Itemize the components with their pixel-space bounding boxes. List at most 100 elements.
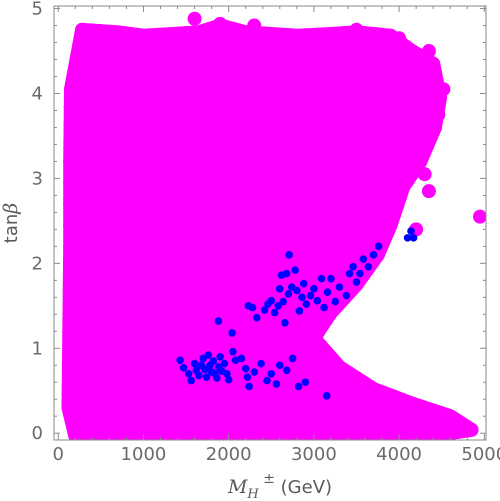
magenta-point — [264, 428, 279, 440]
blue-point — [407, 227, 415, 235]
blue-point — [359, 255, 368, 263]
blue-point — [295, 307, 304, 315]
magenta-point — [61, 362, 76, 377]
magenta-series — [61, 11, 486, 440]
magenta-point — [69, 52, 84, 67]
blue-point — [212, 374, 221, 382]
blue-point — [220, 359, 229, 368]
blue-point — [250, 368, 259, 376]
blue-point — [216, 352, 224, 361]
blue-point — [214, 317, 223, 325]
magenta-point — [62, 324, 77, 339]
magenta-point — [213, 16, 228, 31]
blue-point — [231, 356, 240, 364]
blue-point — [335, 283, 344, 291]
blue-point — [248, 303, 257, 312]
magenta-point — [387, 428, 402, 440]
blue-point — [374, 242, 383, 251]
magenta-point — [63, 136, 78, 151]
blue-point — [284, 290, 293, 298]
blue-point — [195, 371, 203, 380]
blue-point — [184, 369, 193, 378]
magenta-point — [66, 67, 81, 82]
blue-point — [331, 297, 339, 306]
blue-point — [409, 234, 418, 242]
magenta-point — [187, 11, 202, 26]
blue-point — [267, 296, 276, 305]
blue-point — [285, 251, 293, 259]
blue-point — [260, 306, 269, 314]
magenta-point — [63, 118, 78, 133]
magenta-point — [89, 428, 104, 440]
magenta-point — [426, 428, 441, 440]
magenta-point — [162, 428, 177, 440]
y-tick-label: 0 — [32, 423, 43, 444]
magenta-point — [421, 44, 436, 59]
blue-point — [317, 274, 326, 283]
blue-point — [342, 291, 351, 300]
blue-point — [299, 279, 308, 288]
x-tick-label: 0 — [53, 444, 64, 465]
magenta-point — [368, 428, 383, 440]
blue-point — [364, 262, 373, 271]
magenta-point — [61, 381, 76, 396]
blue-point — [209, 357, 218, 365]
blue-point — [302, 300, 311, 308]
magenta-point — [328, 428, 343, 440]
y-tick-label: 1 — [32, 338, 43, 359]
axis-labels: MH ± (GeV) tanβ — [0, 203, 332, 501]
magenta-point — [242, 428, 257, 440]
blue-point — [224, 375, 233, 384]
magenta-point — [110, 428, 125, 440]
magenta-point — [431, 107, 446, 122]
magenta-point — [407, 428, 421, 440]
blue-point — [257, 359, 265, 368]
magenta-point — [64, 82, 79, 97]
magenta-point — [144, 428, 159, 440]
blue-point — [241, 364, 250, 373]
blue-point — [201, 365, 209, 374]
blue-point — [202, 373, 211, 381]
blue-point — [298, 293, 306, 302]
blue-point — [310, 285, 318, 293]
magenta-point — [473, 209, 486, 224]
magenta-point — [127, 428, 142, 440]
y-tick-label: 4 — [32, 83, 43, 104]
magenta-point — [63, 175, 78, 190]
magenta-point — [285, 428, 300, 440]
blue-point — [282, 366, 291, 375]
blue-point — [349, 262, 357, 271]
blue-point — [223, 369, 231, 378]
blue-point — [243, 373, 252, 381]
blue-series — [176, 227, 418, 400]
blue-point — [275, 361, 284, 370]
magenta-point — [72, 37, 87, 52]
blue-point — [345, 269, 354, 278]
blue-point — [263, 376, 271, 385]
axes — [53, 5, 487, 441]
magenta-point — [61, 400, 76, 415]
x-tick-label: 3000 — [291, 444, 337, 465]
blue-point — [320, 303, 328, 312]
magenta-point — [349, 22, 364, 37]
x-tick-label: 2000 — [206, 444, 252, 465]
magenta-point — [63, 218, 78, 233]
blue-point — [237, 354, 246, 363]
blue-point — [352, 278, 361, 286]
magenta-point — [62, 281, 77, 296]
blue-point — [403, 234, 412, 242]
magenta-point — [417, 167, 432, 182]
blue-point — [293, 286, 301, 295]
blue-point — [369, 251, 378, 259]
y-axis-label: tanβ — [0, 203, 22, 244]
magenta-point — [63, 196, 78, 211]
blue-point — [270, 308, 279, 317]
blue-point — [275, 285, 284, 293]
blue-point — [229, 347, 237, 356]
magenta-point — [179, 428, 194, 440]
blue-point — [282, 269, 291, 278]
magenta-point — [78, 428, 93, 440]
